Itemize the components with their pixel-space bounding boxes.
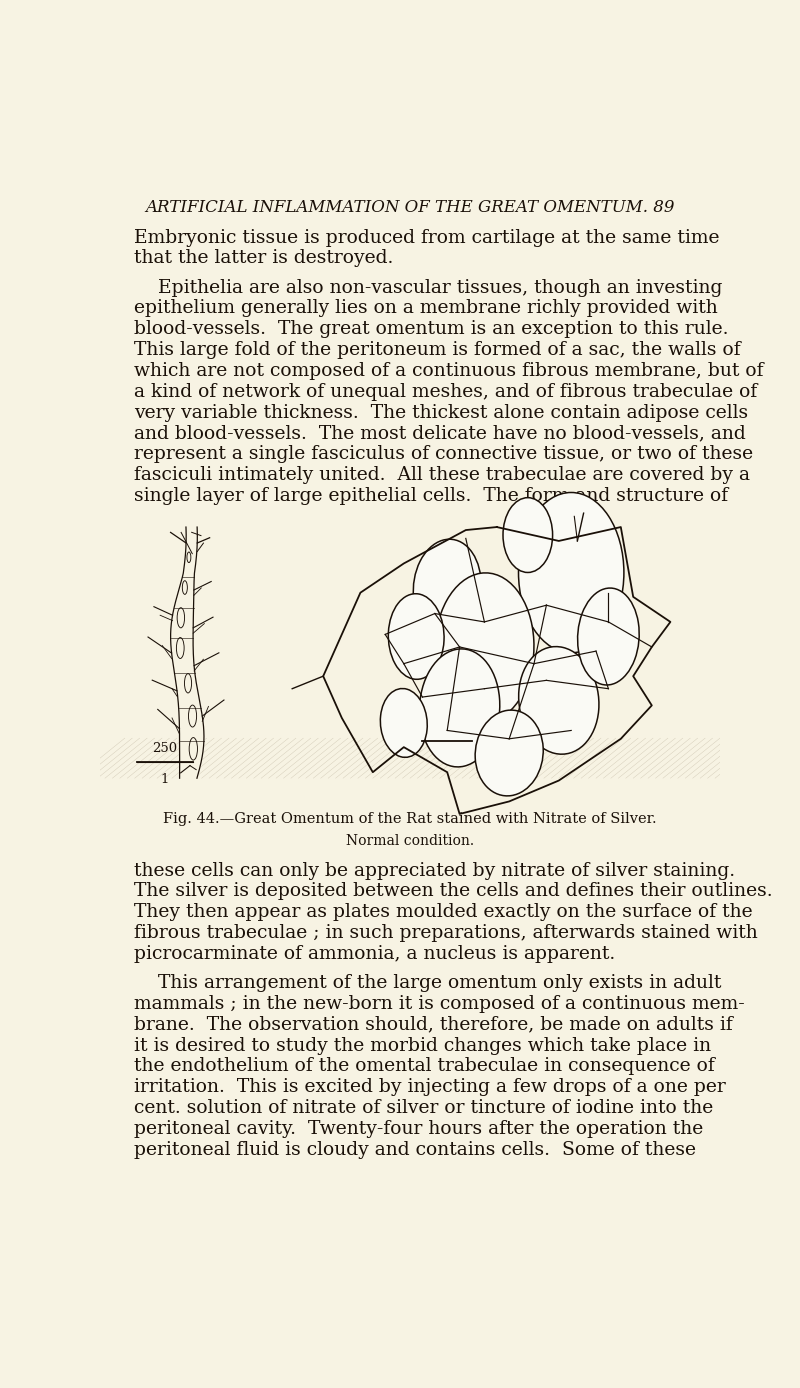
Text: fibrous trabeculae ; in such preparations, afterwards stained with: fibrous trabeculae ; in such preparation… [134, 924, 758, 942]
Ellipse shape [518, 647, 599, 754]
Text: single layer of large epithelial cells.  The form and structure of: single layer of large epithelial cells. … [134, 487, 728, 505]
Text: represent a single fasciculus of connective tissue, or two of these: represent a single fasciculus of connect… [134, 446, 754, 464]
Text: 250: 250 [434, 720, 460, 733]
Text: it is desired to study the morbid changes which take place in: it is desired to study the morbid change… [134, 1037, 711, 1055]
Text: which are not composed of a continuous fibrous membrane, but of: which are not composed of a continuous f… [134, 362, 763, 380]
Polygon shape [170, 527, 204, 779]
Text: This large fold of the peritoneum is formed of a sac, the walls of: This large fold of the peritoneum is for… [134, 341, 741, 359]
Text: cent. solution of nitrate of silver or tincture of iodine into the: cent. solution of nitrate of silver or t… [134, 1099, 714, 1117]
Text: these cells can only be appreciated by nitrate of silver staining.: these cells can only be appreciated by n… [134, 862, 735, 880]
Text: peritoneal cavity.  Twenty-four hours after the operation the: peritoneal cavity. Twenty-four hours aft… [134, 1120, 703, 1138]
Text: irritation.  This is excited by injecting a few drops of a one per: irritation. This is excited by injecting… [134, 1078, 726, 1097]
Ellipse shape [518, 493, 624, 652]
Text: They then appear as plates moulded exactly on the surface of the: They then appear as plates moulded exact… [134, 904, 753, 922]
Text: the endothelium of the omental trabeculae in consequence of: the endothelium of the omental trabecula… [134, 1058, 715, 1076]
Text: mammals ; in the new-born it is composed of a continuous mem-: mammals ; in the new-born it is composed… [134, 995, 745, 1013]
Text: peritoneal fluid is cloudy and contains cells.  Some of these: peritoneal fluid is cloudy and contains … [134, 1141, 696, 1159]
Text: Epithelia are also non-vascular tissues, though an investing: Epithelia are also non-vascular tissues,… [134, 279, 722, 297]
Text: very variable thickness.  The thickest alone contain adipose cells: very variable thickness. The thickest al… [134, 404, 748, 422]
Ellipse shape [503, 498, 553, 572]
Text: The silver is deposited between the cells and defines their outlines.: The silver is deposited between the cell… [134, 883, 773, 901]
Ellipse shape [388, 594, 444, 679]
Text: fasciculi intimately united.  All these trabeculae are covered by a: fasciculi intimately united. All these t… [134, 466, 750, 484]
Ellipse shape [380, 688, 427, 758]
Text: and blood-vessels.  The most delicate have no blood-vessels, and: and blood-vessels. The most delicate hav… [134, 425, 746, 443]
Text: that the latter is destroyed.: that the latter is destroyed. [134, 250, 394, 268]
Text: This arrangement of the large omentum only exists in adult: This arrangement of the large omentum on… [134, 974, 722, 992]
Ellipse shape [419, 650, 500, 768]
Text: Fig. 44.—Great Omentum of the Rat stained with Nitrate of Silver.: Fig. 44.—Great Omentum of the Rat staine… [163, 812, 657, 826]
Text: epithelium generally lies on a membrane richly provided with: epithelium generally lies on a membrane … [134, 300, 718, 318]
Ellipse shape [475, 711, 543, 795]
Text: 1: 1 [443, 752, 451, 766]
Text: brane.  The observation should, therefore, be made on adults if: brane. The observation should, therefore… [134, 1016, 733, 1034]
Text: Embryonic tissue is produced from cartilage at the same time: Embryonic tissue is produced from cartil… [134, 229, 720, 247]
Text: blood-vessels.  The great omentum is an exception to this rule.: blood-vessels. The great omentum is an e… [134, 321, 729, 339]
Ellipse shape [578, 589, 639, 686]
Text: 250: 250 [153, 741, 178, 755]
Text: Normal condition.: Normal condition. [346, 834, 474, 848]
Ellipse shape [414, 539, 481, 636]
Ellipse shape [435, 573, 534, 723]
Text: ARTIFICIAL INFLAMMATION OF THE GREAT OMENTUM. 89: ARTIFICIAL INFLAMMATION OF THE GREAT OME… [146, 198, 674, 215]
Text: picrocarminate of ammonia, a nucleus is apparent.: picrocarminate of ammonia, a nucleus is … [134, 945, 615, 963]
Text: 1: 1 [161, 773, 170, 786]
Text: a kind of network of unequal meshes, and of fibrous trabeculae of: a kind of network of unequal meshes, and… [134, 383, 758, 401]
